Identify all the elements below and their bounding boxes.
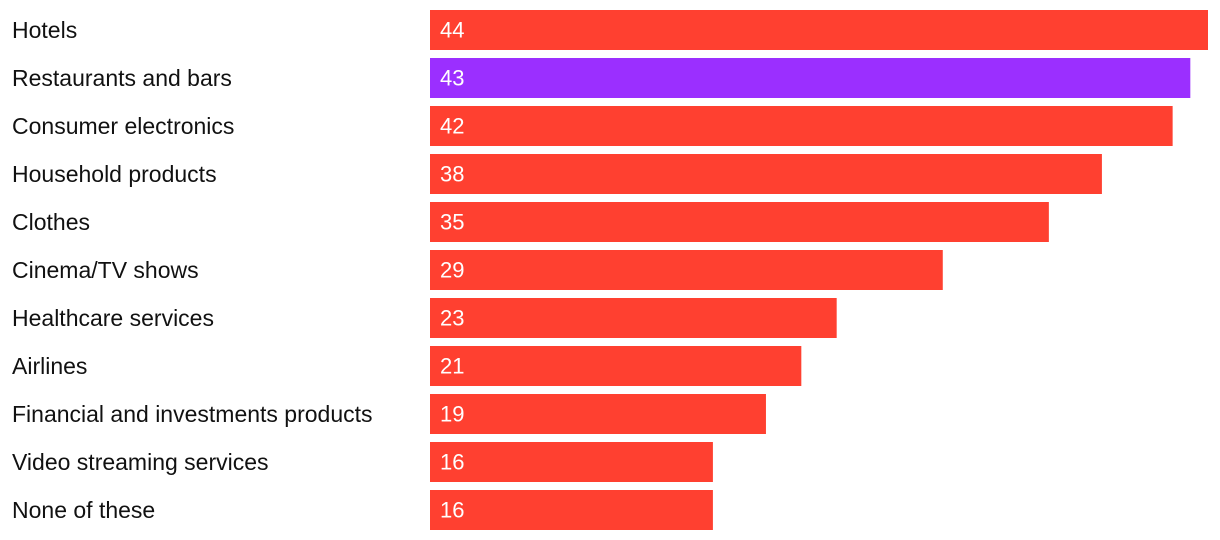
- category-label-video-streaming-services: Video streaming services: [12, 449, 269, 475]
- bar-clothes: [430, 202, 1049, 242]
- value-labels: 44 43 42 38 35 29 23 21 19 16 16: [440, 18, 464, 523]
- value-label-hotels: 44: [440, 18, 464, 43]
- category-labels: Hotels Restaurants and bars Consumer elect…: [12, 17, 373, 523]
- bar-household-products: [430, 154, 1102, 194]
- bar-restaurants-and-bars: [430, 58, 1191, 98]
- bar-financial-and-investments-products: [430, 394, 766, 434]
- value-label-healthcare-services: 23: [440, 306, 464, 331]
- bar-airlines: [430, 346, 802, 386]
- category-label-financial-and-investments-products: Financial and investments products: [12, 401, 373, 427]
- category-label-consumer-electronics: Consumer electronics: [12, 113, 234, 139]
- value-label-cinema-tv-shows: 29: [440, 258, 464, 283]
- bars: [430, 10, 1208, 530]
- value-label-clothes: 35: [440, 210, 464, 235]
- category-label-household-products: Household products: [12, 161, 217, 187]
- category-label-clothes: Clothes: [12, 209, 90, 235]
- category-label-restaurants-and-bars: Restaurants and bars: [12, 65, 232, 91]
- bar-consumer-electronics: [430, 106, 1173, 146]
- bar-healthcare-services: [430, 298, 837, 338]
- bar-hotels: [430, 10, 1208, 50]
- bar-none-of-these: [430, 490, 713, 530]
- bar-video-streaming-services: [430, 442, 713, 482]
- category-label-cinema-tv-shows: Cinema/TV shows: [12, 257, 199, 283]
- value-label-video-streaming-services: 16: [440, 450, 464, 475]
- value-label-restaurants-and-bars: 43: [440, 66, 464, 91]
- value-label-airlines: 21: [440, 354, 464, 379]
- value-label-financial-and-investments-products: 19: [440, 402, 464, 427]
- value-label-household-products: 38: [440, 162, 464, 187]
- value-label-none-of-these: 16: [440, 498, 464, 523]
- bar-cinema-tv-shows: [430, 250, 943, 290]
- value-label-consumer-electronics: 42: [440, 114, 464, 139]
- category-label-hotels: Hotels: [12, 17, 77, 43]
- category-label-none-of-these: None of these: [12, 497, 155, 523]
- category-label-healthcare-services: Healthcare services: [12, 305, 214, 331]
- category-label-airlines: Airlines: [12, 353, 87, 379]
